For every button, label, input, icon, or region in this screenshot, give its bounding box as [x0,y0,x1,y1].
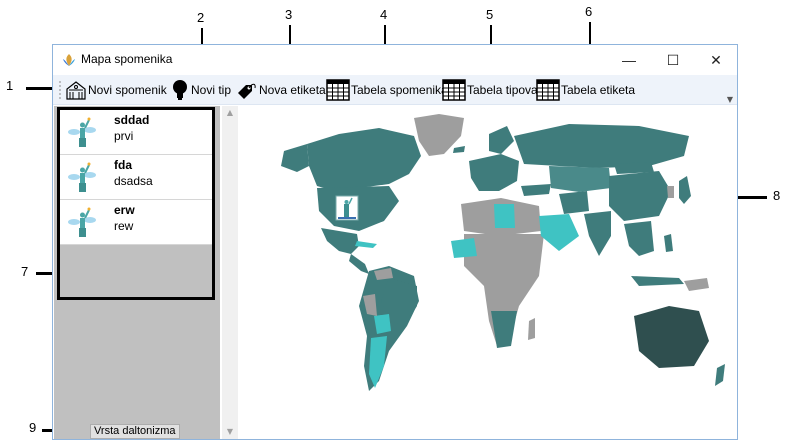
type-table-button[interactable]: Tabela tipova [442,78,538,102]
map-region-central-asia [549,166,611,192]
map-region-russia [514,124,689,168]
app-window: Mapa spomenika — ☐ ✕ Novi spomenik Novi … [52,44,738,440]
toolbar: Novi spomenik Novi tip Nova etiketa [53,75,737,105]
map-region-europe [469,154,519,191]
map-region-indonesia [631,276,684,286]
toolbar-overflow-icon[interactable]: ▼ [726,95,733,104]
map-region-india [584,211,611,256]
type-table-label: Tabela tipova [467,83,538,97]
monument-name: sddad [114,113,150,127]
new-monument-button[interactable]: Novi spomenik [65,78,167,102]
map-region-new-zealand [715,364,725,386]
window-title: Mapa spomenika [81,52,173,66]
new-type-label: Novi tip [191,83,232,97]
map-region-canada [307,128,421,191]
callout-9: 9 [29,420,37,435]
map-region-southern-africa [491,311,517,348]
callout-6: 6 [585,4,593,19]
table-icon [536,79,560,101]
callout-line-7 [36,272,58,275]
lightbulb-icon [173,80,187,100]
map-region-west-africa [451,238,477,258]
close-button[interactable]: ✕ [710,51,722,68]
list-item[interactable]: fda dsadsa [60,155,212,200]
map-region-mongolia [614,162,654,174]
map-region-japan [679,176,691,204]
map-region-arabia [539,214,579,251]
app-logo-icon [63,54,75,66]
map-region-china [609,171,671,221]
scroll-up-icon[interactable]: ▲ [226,108,234,117]
statue-of-liberty-icon [68,162,96,192]
minimize-button[interactable]: — [622,52,636,68]
new-type-button[interactable]: Novi tip [170,78,231,102]
callout-8: 8 [773,188,781,203]
map-region-brazil [381,278,417,326]
tag-icon [238,83,256,99]
list-item[interactable]: sddad prvi [60,110,212,155]
map-region-madagascar [528,318,535,340]
tag-table-button[interactable]: Tabela etiketa [536,78,635,102]
statue-of-liberty-icon [68,207,96,237]
scroll-down-icon[interactable]: ▼ [226,427,234,436]
map-region-mexico [321,228,359,254]
callout-2: 2 [197,10,205,25]
monument-description: rew [114,219,134,233]
new-tag-button[interactable]: Nova etiketa [236,78,326,102]
new-monument-label: Novi spomenik [88,83,167,97]
map-region-iran [559,191,589,214]
colorblind-mode-button[interactable]: Vrsta daltonizma [90,424,180,439]
world-map-svg[interactable] [239,106,737,439]
statue-of-liberty-icon [68,117,96,147]
map-region-greenland [414,114,464,156]
monument-list[interactable]: sddad prvi fda dsadsa [57,107,215,300]
map-region-australia [634,306,709,368]
map-region-cuba [355,241,377,248]
map-marker[interactable] [335,195,359,221]
monument-table-button[interactable]: Tabela spomenika [326,78,448,102]
map-region-peru [363,294,377,316]
map-region-libya [494,204,515,228]
monument-name: erw [114,203,135,217]
monument-name: fda [114,158,132,172]
toolbar-grip[interactable] [59,80,61,100]
map-region-philippines [664,234,673,252]
map-region-algeria [469,204,494,228]
monument-description: dsadsa [114,174,153,188]
list-scrollbar[interactable]: ▲ ▼ [222,106,238,439]
callout-line-1 [26,87,66,90]
map-region-argentina [369,336,387,388]
monument-building-icon [66,81,86,100]
map-region-bolivia [374,314,391,334]
map-region-central-africa [464,234,544,346]
callout-1: 1 [6,78,14,93]
map-region-central-america [349,254,369,274]
map-region-korea [667,186,674,198]
map-region-iceland [453,146,465,153]
tag-table-label: Tabela etiketa [561,83,636,97]
list-item[interactable]: erw rew [60,200,212,245]
maximize-button[interactable]: ☐ [666,51,680,68]
table-icon [326,79,350,101]
callout-3: 3 [285,7,293,22]
map-region-venezuela [374,268,393,280]
callout-5: 5 [486,7,494,22]
new-tag-label: Nova etiketa [259,83,326,97]
table-icon [442,79,466,101]
world-map[interactable] [239,106,737,439]
map-region-turkey [521,184,551,196]
map-region-new-guinea [684,278,709,291]
map-region-scandinavia [489,126,514,154]
monument-table-label: Tabela spomenika [351,83,448,97]
title-bar[interactable]: Mapa spomenika — ☐ ✕ [53,45,737,75]
monument-description: prvi [114,129,134,143]
map-region-alaska [281,144,309,172]
callout-7: 7 [21,264,29,279]
map-region-southeast-asia [624,221,654,256]
callout-4: 4 [380,7,388,22]
left-panel: sddad prvi fda dsadsa [54,106,220,439]
